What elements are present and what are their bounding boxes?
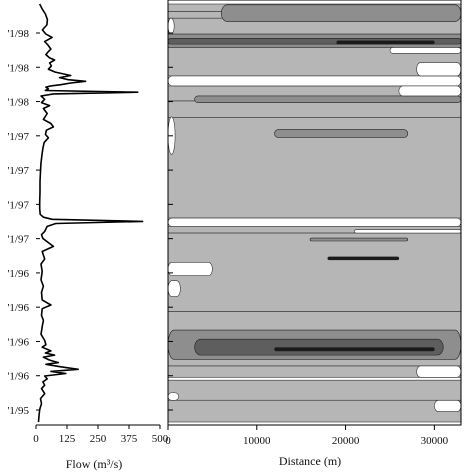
contour-gap <box>398 85 461 97</box>
contour-patch <box>327 256 400 261</box>
flow-x-tick-label: 500 <box>152 433 169 445</box>
date-tick-label: '1/97 <box>7 234 29 246</box>
contour-patches <box>168 4 461 360</box>
flow-panel: '1/98 '1/98 '1/98 '1/97 '1/97 '1/97 '1/97 '1/96… <box>7 3 169 471</box>
contour-band <box>168 399 461 423</box>
contour-x-ticks: 0 10000 20000 30000 <box>165 425 449 447</box>
date-tick-label: '1/96 <box>7 336 29 348</box>
date-tick-label: '1/96 <box>7 371 29 383</box>
date-tick-label: '1/98 <box>7 97 29 109</box>
contour-patch <box>194 338 444 356</box>
flow-x-tick-label: 375 <box>121 433 138 445</box>
contour-patch <box>336 40 435 45</box>
contour-gap <box>168 75 461 87</box>
date-tick-label: '1/97 <box>7 165 29 177</box>
contour-band <box>168 379 461 401</box>
flow-x-ticks: 0 125 250 375 500 <box>33 425 169 445</box>
contour-gap <box>416 62 461 77</box>
contour-x-tick-label: 0 <box>165 435 171 447</box>
contour-x-tick-label: 30000 <box>421 435 449 447</box>
contour-x-tick-label: 20000 <box>332 435 360 447</box>
date-tick-label: '1/97 <box>7 199 29 211</box>
contour-gap <box>168 17 175 35</box>
contour-patch <box>274 129 409 139</box>
contour-gap <box>354 229 461 234</box>
contour-gaps <box>168 17 461 412</box>
date-tick-label: '1/96 <box>7 268 29 280</box>
date-tick-label: '1/97 <box>7 131 29 143</box>
contour-gap <box>168 392 179 401</box>
flow-x-tick-label: 0 <box>33 433 39 445</box>
contour-panel: 0 10000 20000 30000 Distance (m) <box>165 0 462 468</box>
contour-gap <box>389 47 461 54</box>
contour-band <box>168 232 461 312</box>
contour-gap <box>168 217 461 227</box>
flow-x-tick-label: 125 <box>59 433 76 445</box>
flow-axis-label: Flow (m³/s) <box>66 457 123 471</box>
contour-y-ticks <box>168 32 173 411</box>
contour-gap <box>168 262 213 276</box>
date-tick-label: '1/96 <box>7 302 29 314</box>
contour-x-tick-label: 10000 <box>243 435 271 447</box>
flow-x-tick-label: 250 <box>90 433 107 445</box>
date-tick-marks <box>36 32 40 411</box>
contour-gap <box>434 399 461 412</box>
contour-band <box>168 100 461 118</box>
contour-axis-label: Distance (m) <box>279 454 341 468</box>
contour-patch <box>220 4 461 22</box>
contour-patch <box>309 237 409 242</box>
date-tick-label: '1/95 <box>7 405 29 417</box>
date-tick-labels: '1/98 '1/98 '1/98 '1/97 '1/97 '1/97 '1/97 '1/96… <box>7 28 29 417</box>
date-tick-label: '1/98 <box>7 62 29 74</box>
flow-series-line <box>37 3 144 423</box>
contour-patch <box>274 347 435 352</box>
date-tick-label: '1/98 <box>7 28 29 40</box>
contour-gap <box>168 280 181 297</box>
contour-gap <box>168 376 461 381</box>
contour-gap <box>416 365 461 378</box>
contour-patch <box>194 95 461 103</box>
contour-frame <box>167 0 462 426</box>
